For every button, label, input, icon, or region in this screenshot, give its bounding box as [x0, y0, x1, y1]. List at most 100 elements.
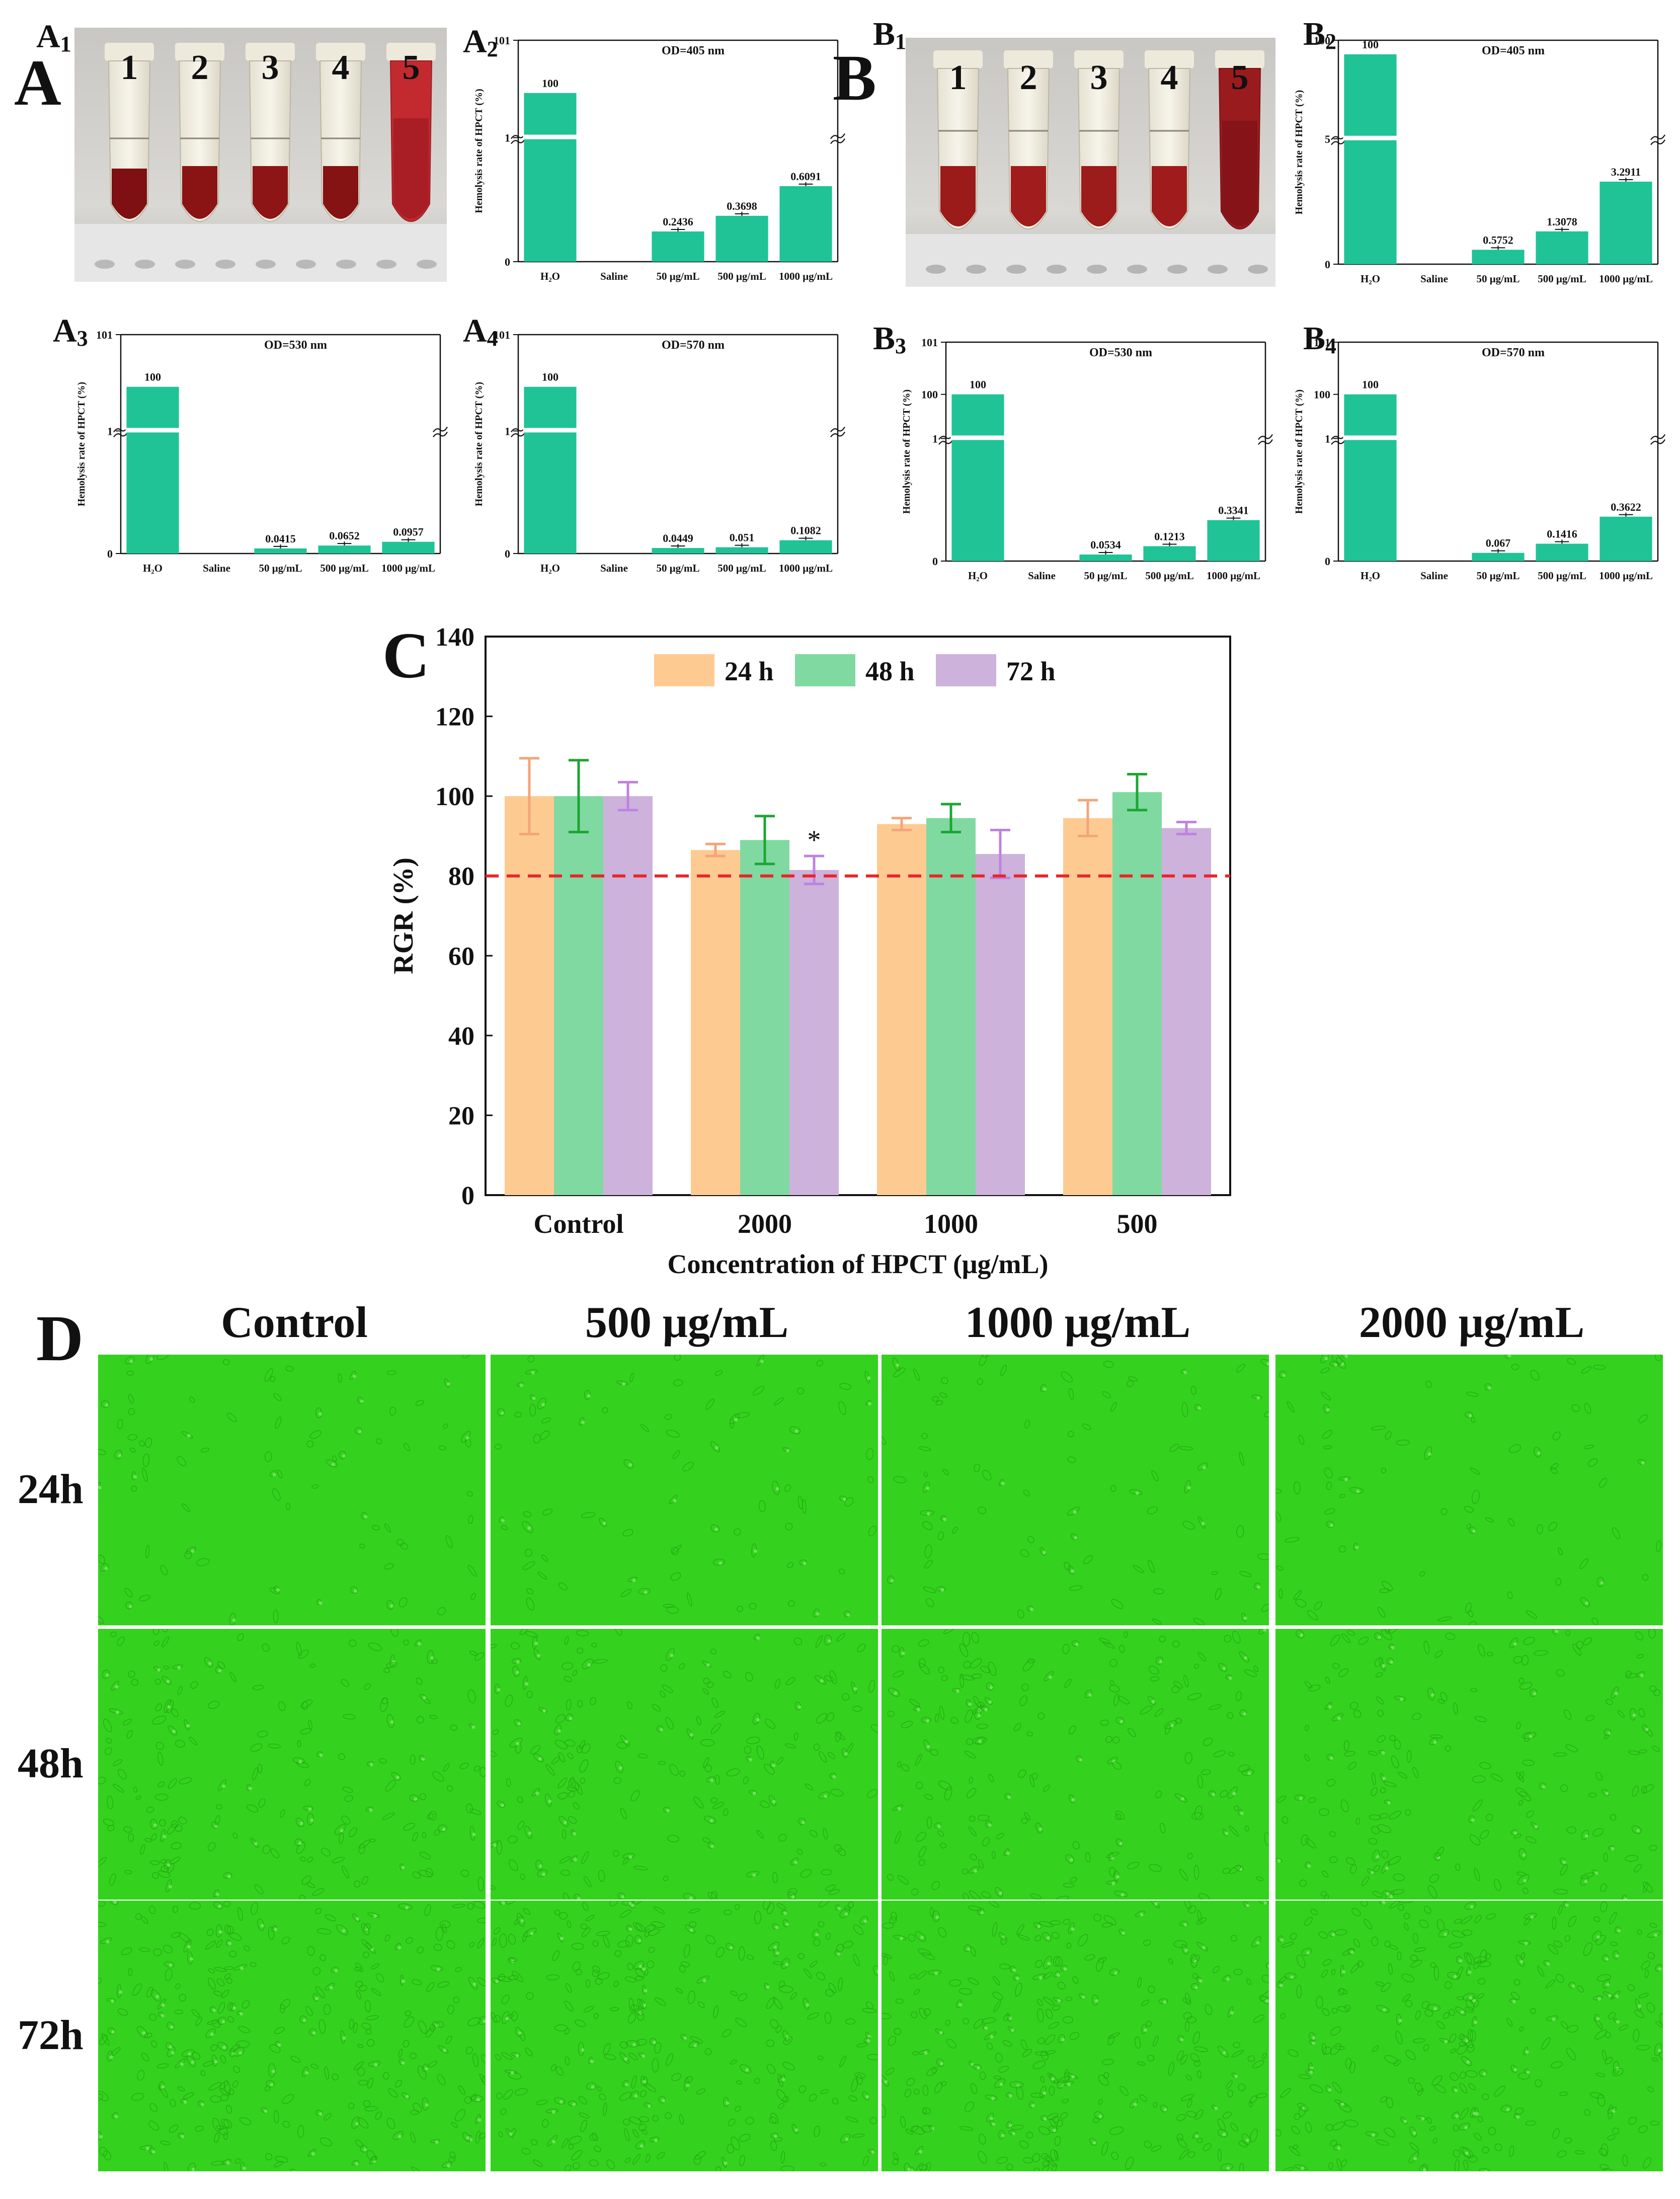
y-tick-label: 100 [435, 782, 474, 811]
y-tick-label: 5 [1325, 133, 1330, 145]
panel-letter-c: C [382, 619, 430, 692]
bar [652, 548, 704, 554]
x-tick-label: 500 μg/mL [1145, 570, 1194, 582]
bar [779, 540, 832, 554]
axis-break [1258, 434, 1273, 440]
bar-value-label: 3.2911 [1611, 166, 1641, 178]
tubes-a [105, 43, 436, 222]
cells [887, 1629, 1269, 1900]
axis-break [1650, 134, 1665, 140]
bar [1143, 546, 1196, 561]
x-tick-label: 1000 μg/mL [1207, 570, 1260, 582]
sublabel-a3: A3 [53, 312, 88, 351]
bar [524, 93, 577, 262]
cells [98, 1355, 477, 1625]
bar [951, 394, 1004, 561]
tube-number: 2 [191, 48, 209, 87]
legend-label: 24 h [725, 656, 774, 686]
tube-photo-b1-drawing [906, 38, 1275, 287]
sublabel-a4: A4 [463, 312, 498, 351]
tubes-b [933, 50, 1264, 229]
y-tick-label: 101 [96, 329, 113, 341]
bar [318, 545, 371, 554]
hemolysis-chart-a3: 0 1 101 OD=530 nm Hemolysis rate of HPCT (%)… [70, 315, 453, 584]
x-tick-label: H₂O [968, 570, 988, 582]
tube-number: 3 [1090, 58, 1108, 97]
micrograph-background [491, 1355, 878, 1625]
y-tick-label: 140 [435, 623, 474, 652]
hemolysis-chart-b4: 0 1 100 101 OD=570 nm Hemolysis rate of HPCT … [1288, 322, 1670, 591]
x-tick-label: 50 μg/mL [1477, 570, 1520, 582]
y-tick-label: 1 [1325, 432, 1330, 445]
cells [882, 1355, 1269, 1625]
bar [1599, 516, 1652, 561]
y-tick-label: 100 [1314, 34, 1330, 47]
micrograph-background [491, 1901, 878, 2171]
micrograph-72h-0 [98, 1901, 486, 2171]
x-tick-label: 500 μg/mL [320, 562, 369, 574]
bar-24h [691, 850, 740, 1195]
bar-value-label: 0.0652 [329, 529, 360, 542]
bar-break-gap [125, 428, 180, 433]
bar-value-label: 0.3698 [727, 200, 757, 212]
x-tick-label: 50 μg/mL [657, 270, 700, 282]
y-tick-label: 100 [921, 388, 938, 401]
bar [254, 548, 307, 554]
legend-label: 48 h [865, 656, 915, 686]
bar-break-gap [1343, 135, 1398, 140]
tube-number: 5 [402, 48, 420, 87]
chart-title: OD=570 nm [1482, 346, 1545, 359]
bar [779, 186, 832, 262]
axis-break [1331, 439, 1346, 445]
bar-value-label: 0.0534 [1090, 538, 1121, 551]
bar-value-label: 0.0415 [265, 532, 296, 545]
cells [1275, 1901, 1663, 2171]
bar [1472, 250, 1525, 264]
micrograph-48h-1 [491, 1629, 878, 1900]
bar [1536, 543, 1588, 561]
row-header-48h: 48h [18, 1740, 84, 1787]
bar-value-label: 100 [1362, 378, 1379, 391]
y-tick-label: 20 [448, 1102, 474, 1130]
bar-48h [926, 818, 976, 1195]
bar-break-gap [1343, 435, 1398, 440]
hemolysis-chart-a2: 0 1 101 OD=405 nm Hemolysis rate of HPCT (%)… [468, 20, 850, 292]
bar [715, 547, 768, 554]
y-tick-label: 0 [932, 555, 938, 568]
micrograph-background [1275, 1629, 1663, 1900]
y-axis-label: Hemolysis rate of HPCT (%) [1294, 389, 1305, 514]
x-tick-label: 50 μg/mL [657, 562, 700, 574]
x-tick-label: H₂O [1361, 570, 1380, 582]
y-axis-label: Hemolysis rate of HPCT (%) [473, 382, 485, 506]
tube-photo-a1: 1 2 3 4 5 [74, 28, 447, 282]
micrograph-background [1275, 1355, 1663, 1625]
y-tick-label: 60 [448, 942, 474, 971]
bar-72h [789, 870, 839, 1195]
bar [1599, 181, 1652, 264]
bar [1079, 554, 1132, 561]
x-tick-label: 2000 [738, 1209, 792, 1239]
significance-marker: * [808, 825, 821, 855]
chart-title: OD=405 nm [662, 44, 725, 57]
bar-value-label: 0.0449 [663, 532, 693, 544]
x-tick-label: 1000 μg/mL [1599, 273, 1653, 285]
bar-value-label: 1.3078 [1547, 215, 1577, 228]
bar-48h [554, 796, 603, 1195]
cells [494, 1355, 876, 1618]
tube-photo-b1: 1 2 3 4 5 [906, 38, 1275, 287]
x-tick-label: Saline [1420, 273, 1448, 285]
axis-break [511, 431, 526, 438]
sublabel-a1: A1 [36, 18, 71, 56]
bar [1344, 394, 1397, 561]
legend-swatch [654, 654, 714, 686]
x-tick-label: H₂O [540, 562, 560, 574]
bar [1536, 231, 1588, 264]
column-header-2000: 2000 μg/mL [1358, 1298, 1585, 1347]
y-tick-label: 1 [107, 425, 113, 437]
row-header-72h: 72h [18, 2012, 84, 2059]
y-axis-label: Hemolysis rate of HPCT (%) [1294, 90, 1305, 214]
y-tick-label: 0 [505, 547, 510, 560]
legend-label: 72 h [1006, 656, 1056, 686]
axis-break [1331, 139, 1346, 145]
micrograph-24h-1 [491, 1355, 878, 1625]
